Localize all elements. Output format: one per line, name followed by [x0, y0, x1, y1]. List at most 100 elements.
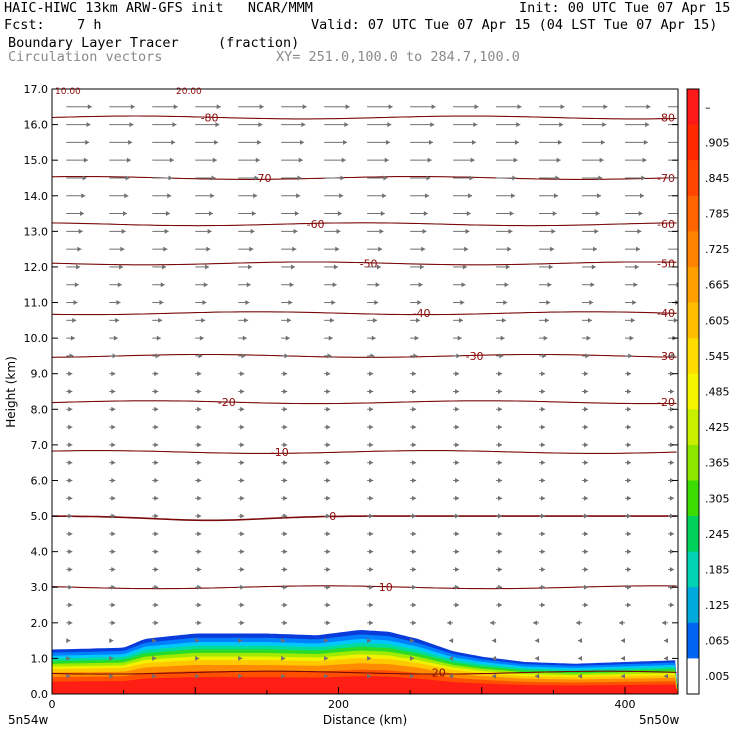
colorbar-label: .125 — [705, 599, 730, 612]
colorbar-swatch — [687, 587, 699, 624]
colorbar-label: – — [705, 101, 711, 114]
x-axis-title: Distance (km) — [323, 713, 407, 727]
colorbar-label: .725 — [705, 243, 730, 256]
top-label-1: 10.00 — [55, 87, 81, 97]
contour-label--20: -20 — [218, 396, 236, 409]
contour-label--80: -80 — [201, 111, 219, 124]
colorbar-swatch — [687, 338, 699, 375]
header-line1-right: Init: 00 UTC Tue 07 Apr 15 — [519, 0, 731, 16]
colorbar-label: .545 — [705, 350, 730, 363]
y-tick-label: 17.0 — [24, 83, 49, 96]
contour-0 — [52, 515, 677, 522]
header-line4-mid: XY= 251.0,100.0 to 284.7,100.0 — [276, 49, 520, 65]
colorbar-label: .365 — [705, 457, 730, 470]
axes: 0.0 1.0 2.0 3.0 4.0 5.0 6.0 7.0 8.0 9.0 10.0 11.0 12… — [24, 83, 678, 711]
contour-label--40: -40 — [413, 307, 431, 320]
contour-label--70: -70 — [254, 172, 272, 185]
contour-label-10: 10 — [379, 581, 393, 594]
header-line2-right: Valid: 07 UTC Tue 07 Apr 15 (04 LST Tue … — [311, 17, 718, 33]
colorbar-swatch — [687, 444, 699, 481]
contour--40 — [52, 311, 677, 316]
y-tick-label: 2.0 — [31, 617, 49, 630]
y-tick-label: 10.0 — [24, 332, 49, 345]
y-tick-label: 6.0 — [31, 474, 49, 487]
colorbar-label: .425 — [705, 421, 730, 434]
contour--10 — [52, 450, 677, 454]
header-line3-left: Boundary Layer Tracer — [8, 35, 179, 51]
colorbar-label: .485 — [705, 386, 730, 399]
contour-label-right--20: -20 — [657, 396, 675, 409]
contour-label-0: 0 — [329, 510, 336, 523]
colorbar-label: .785 — [705, 208, 730, 221]
colorbar-label: .245 — [705, 528, 730, 541]
contour--60 — [52, 222, 677, 227]
y-tick-label: 12.0 — [24, 261, 49, 274]
y-tick-label: 7.0 — [31, 439, 49, 452]
contour-label-right--50: -50 — [657, 257, 675, 270]
colorbar-swatch — [687, 480, 699, 517]
y-tick-label: 5.0 — [31, 510, 49, 523]
contour-label-right--40: -40 — [657, 307, 675, 320]
y-tick-label: 13.0 — [24, 225, 49, 238]
contour-label-right--30: -30 — [657, 350, 675, 363]
contour-label-20: 20 — [432, 667, 446, 680]
header-line3-mid: (fraction) — [218, 35, 300, 51]
colorbar-swatch — [687, 516, 699, 553]
colorbar-swatch — [687, 302, 699, 339]
circulation-vectors — [66, 104, 678, 679]
contour--20 — [52, 400, 677, 405]
contour--80 — [52, 115, 677, 120]
colorbar-swatch — [687, 622, 699, 659]
colorbar-swatch — [687, 231, 699, 268]
x-endpoint-left: 5n54w — [8, 713, 49, 727]
contour-label--30: -30 — [466, 350, 484, 363]
y-tick-label: 1.0 — [31, 652, 49, 665]
contour-label-right--80: -80 — [657, 111, 675, 124]
colorbar-label: .305 — [705, 492, 730, 505]
x-tick-label: 400 — [614, 698, 635, 711]
y-tick-label: 11.0 — [24, 297, 49, 310]
x-endpoint-right: 5n50w — [639, 713, 680, 727]
contour-20 — [52, 670, 677, 675]
contour--50 — [52, 261, 677, 266]
colorbar-label: .065 — [705, 635, 730, 648]
top-label-2: 20.00 — [176, 87, 202, 97]
colorbar-swatch — [687, 658, 699, 695]
contour-label--10: -10 — [271, 446, 289, 459]
colorbar-label: .665 — [705, 279, 730, 292]
colorbar-label: .005 — [705, 670, 730, 683]
y-axis-title: Height (km) — [4, 356, 18, 427]
header-line4-left: Circulation vectors — [8, 49, 163, 65]
tracer-band-10 — [52, 676, 678, 694]
plot-area: -80 -80 -70 -70 -60 -60 -50 -50 -40 -40 -30 -30 -20 -… — [52, 104, 678, 694]
y-tick-label: 3.0 — [31, 581, 49, 594]
plot-frame — [51, 88, 679, 695]
colorbar-swatch — [687, 266, 699, 304]
colorbar-label: .845 — [705, 172, 730, 185]
contour-label-right--70: -70 — [657, 172, 675, 185]
y-tick-label: 0.0 — [31, 688, 49, 701]
y-tick-label: 15.0 — [24, 154, 49, 167]
colorbar-label: .605 — [705, 314, 730, 327]
contour-label--50: -50 — [360, 257, 378, 270]
contour-label--60: -60 — [307, 218, 325, 231]
x-tick-label: 0 — [49, 698, 56, 711]
colorbar-swatch — [687, 195, 699, 232]
y-tick-label: 9.0 — [31, 368, 49, 381]
colorbar: – .905 .845 .785 .725 .665 .605 .545 .485 .425 .36… — [686, 88, 730, 695]
header-line1-left: HAIC-HIWC 13km ARW-GFS init NCAR/MMM — [4, 0, 313, 16]
x-tick-label: 200 — [328, 698, 349, 711]
y-tick-label: 16.0 — [24, 119, 49, 132]
colorbar-swatch — [687, 551, 699, 588]
colorbar-label: .905 — [705, 136, 730, 149]
colorbar-swatch — [687, 373, 699, 410]
colorbar-swatch — [687, 89, 699, 126]
header-line2-left: Fcst: 7 h — [4, 17, 102, 33]
colorbar-swatch — [687, 124, 699, 161]
colorbar-label: .185 — [705, 563, 730, 576]
y-tick-label: 4.0 — [31, 546, 49, 559]
contour-label-right--60: -60 — [657, 218, 675, 231]
y-tick-label: 8.0 — [31, 403, 49, 416]
contour-10 — [52, 585, 677, 590]
